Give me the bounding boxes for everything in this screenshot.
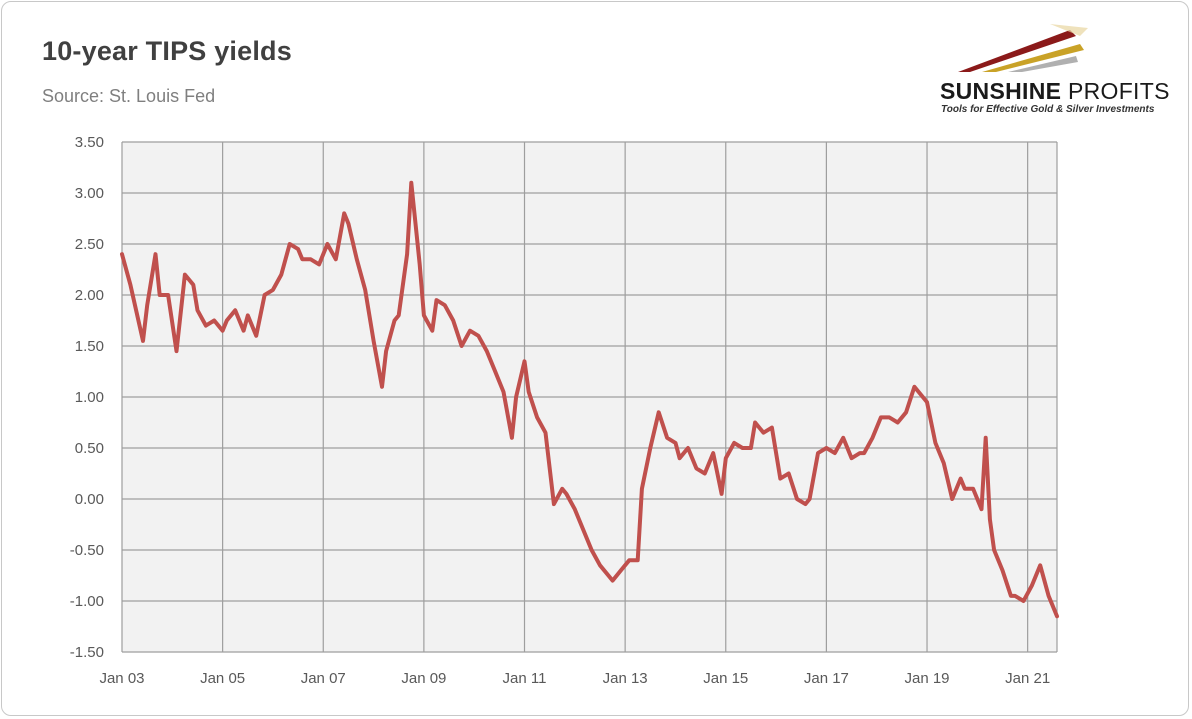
logo-tagline: Tools for Effective Gold & Silver Invest… — [941, 104, 1155, 115]
y-tick-label: 3.00 — [75, 185, 104, 202]
y-tick-label: -1.00 — [70, 593, 104, 610]
logo-brand: SUNSHINE PROFITS — [940, 78, 1170, 105]
tips-yield-line — [120, 180, 1059, 619]
x-tick-label: Jan 05 — [200, 670, 245, 687]
x-tick-label: Jan 07 — [301, 670, 346, 687]
x-tick-label: Jan 15 — [703, 670, 748, 687]
logo-brand-light: PROFITS — [1067, 78, 1170, 104]
x-tick-label: Jan 13 — [603, 670, 648, 687]
x-tick-label: Jan 03 — [99, 670, 144, 687]
y-tick-label: 2.00 — [75, 287, 104, 304]
logo-brand-bold: SUNSHINE — [940, 78, 1062, 104]
y-tick-label: 2.50 — [75, 236, 104, 253]
x-tick-label: Jan 21 — [1005, 670, 1050, 687]
x-tick-label: Jan 17 — [804, 670, 849, 687]
x-tick-label: Jan 19 — [904, 670, 949, 687]
y-tick-label: 0.50 — [75, 440, 104, 457]
chart-title: 10-year TIPS yields — [42, 36, 292, 66]
y-tick-label: 3.50 — [75, 134, 104, 151]
y-tick-label: 1.50 — [75, 338, 104, 355]
x-tick-label: Jan 09 — [401, 670, 446, 687]
y-tick-label: -0.50 — [70, 542, 104, 559]
x-tick-label: Jan 11 — [503, 670, 547, 687]
y-tick-label: -1.50 — [70, 644, 104, 661]
y-tick-label: 1.00 — [75, 389, 104, 406]
y-tick-label: 0.00 — [75, 491, 104, 508]
sunshine-profits-logo-icon — [958, 24, 1088, 72]
chart-source: Source: St. Louis Fed — [42, 86, 216, 106]
